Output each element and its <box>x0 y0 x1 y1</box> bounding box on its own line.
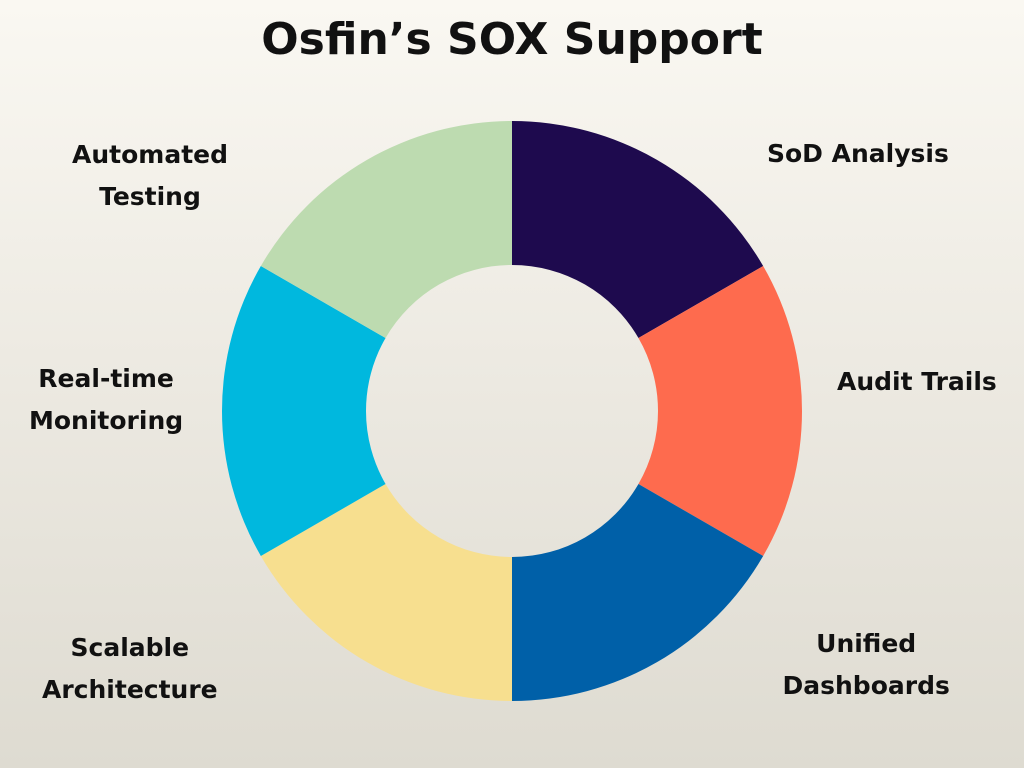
slice-unified-dashboards <box>512 484 764 701</box>
slice-scalable-architecture <box>260 484 512 701</box>
label-line: Scalable <box>70 633 190 662</box>
label-scalable-architecture: Scalable Architecture <box>42 627 218 711</box>
label-line: Audit Trails <box>837 367 997 396</box>
label-line: Real-time <box>38 364 174 393</box>
label-automated-testing: Automated Testing <box>72 134 228 218</box>
label-audit-trails: Audit Trails <box>837 361 997 403</box>
label-real-time-monitoring: Real-time Monitoring <box>29 358 183 442</box>
label-unified-dashboards: Unified Dashboards <box>783 623 950 707</box>
slice-real-time-monitoring <box>222 266 386 556</box>
label-line: SoD Analysis <box>767 139 949 168</box>
label-line: Unified <box>816 629 917 658</box>
label-line: Dashboards <box>782 671 950 700</box>
label-line: Testing <box>99 182 201 211</box>
label-line: Automated <box>72 140 228 169</box>
slice-sod-analysis <box>512 121 764 338</box>
slice-audit-trails <box>638 266 802 556</box>
slice-automated-testing <box>260 121 512 338</box>
label-sod-analysis: SoD Analysis <box>767 133 949 175</box>
label-line: Monitoring <box>29 406 184 435</box>
label-line: Architecture <box>42 675 218 704</box>
chart-title: Osfin’s SOX Support <box>261 14 763 65</box>
